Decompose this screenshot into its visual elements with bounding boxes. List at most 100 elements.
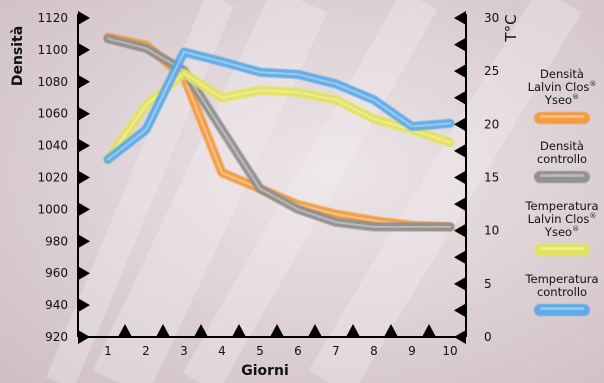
x-tick-marker xyxy=(270,324,284,337)
legend-swatch-highlight-2 xyxy=(540,174,584,177)
x-tick-marker xyxy=(346,324,360,337)
series-2-point-8 xyxy=(373,225,376,228)
series-4-point-3 xyxy=(183,51,186,54)
x-tick-label: 7 xyxy=(332,344,340,358)
x-tick-label: 4 xyxy=(218,344,226,358)
series-3-point-3 xyxy=(183,72,186,75)
series-4-point-9 xyxy=(411,125,414,128)
y-right-tick-marker xyxy=(454,117,466,132)
x-tick-label: 9 xyxy=(408,344,416,358)
legend-swatch-4 xyxy=(534,304,590,316)
legend-label-3: Lalvin Clos® xyxy=(528,212,597,226)
series-3-point-8 xyxy=(373,118,376,121)
tick-labels: 9209409609801000102010401060108011001120… xyxy=(37,11,499,358)
y-right-minor-marker xyxy=(454,303,466,318)
series-4-point-7 xyxy=(335,82,338,85)
series-3-point-2 xyxy=(145,104,148,107)
y-right-minor-marker xyxy=(454,37,466,52)
legend-label-4: controllo xyxy=(537,285,587,299)
y-left-tick-label: 1120 xyxy=(37,11,68,25)
y-right-minor-marker xyxy=(454,143,466,158)
y-left-tick-label: 960 xyxy=(45,266,68,280)
series-2-point-2 xyxy=(145,47,148,50)
y-left-tick-marker xyxy=(78,170,90,185)
series-4-point-8 xyxy=(373,98,376,101)
background-texture xyxy=(46,0,582,383)
series-3-point-6 xyxy=(297,91,300,94)
y-left-tick-marker xyxy=(78,266,90,281)
series-2-point-4 xyxy=(221,128,224,131)
y-right-tick-label: 5 xyxy=(484,277,492,291)
legend-label-1: Densità xyxy=(540,67,584,81)
x-tick-marker xyxy=(422,324,436,337)
legend-label-2: Densità xyxy=(540,139,584,153)
series-3-point-5 xyxy=(259,89,262,92)
y-right-minor-marker xyxy=(454,197,466,212)
y-left-tick-marker xyxy=(78,42,90,57)
series-4-point-2 xyxy=(145,128,148,131)
texture-streak xyxy=(46,0,234,383)
legend-swatch-2 xyxy=(534,171,590,183)
x-tick-marker xyxy=(156,324,170,337)
x-tick-label: 6 xyxy=(294,344,302,358)
series-1-point-4 xyxy=(221,171,224,174)
x-tick-label: 8 xyxy=(370,344,378,358)
y-left-tick-label: 1060 xyxy=(37,107,68,121)
legend-label-1: Lalvin Clos® xyxy=(528,80,597,94)
series-lines xyxy=(103,32,455,232)
y-left-tick-label: 980 xyxy=(45,234,68,248)
y-right-tick-label: 25 xyxy=(484,64,499,78)
texture-streak xyxy=(182,0,438,383)
x-tick-marker xyxy=(232,324,246,337)
x-tick-marker xyxy=(308,324,322,337)
y-left-tick-label: 1020 xyxy=(37,171,68,185)
y-left-tick-label: 1000 xyxy=(37,202,68,216)
series-2-point-10 xyxy=(449,225,452,228)
y-left-tick-marker xyxy=(78,234,90,249)
series-2-point-9 xyxy=(411,225,414,228)
legend-label-3: Temperatura xyxy=(524,199,598,213)
y-axis-title-left: Densità xyxy=(10,26,26,86)
y-left-tick-label: 1040 xyxy=(37,139,68,153)
y-left-tick-marker xyxy=(78,330,90,344)
series-3-point-7 xyxy=(335,98,338,101)
series-line-highlight-4 xyxy=(107,51,451,161)
legend-swatch-highlight-1 xyxy=(540,115,584,118)
x-tick-label: 5 xyxy=(256,344,264,358)
series-1-point-8 xyxy=(373,219,376,222)
series-4-point-1 xyxy=(107,158,110,161)
y-right-minor-marker xyxy=(454,250,466,265)
series-line-2 xyxy=(103,34,455,232)
y-right-tick-marker xyxy=(454,64,466,79)
y-left-tick-marker xyxy=(78,298,90,313)
texture-streak xyxy=(308,0,582,383)
legend-label-1: Yseo® xyxy=(544,93,579,107)
x-tick-marker xyxy=(118,324,132,337)
y-right-tick-marker xyxy=(454,223,466,238)
y-right-tick-label: 10 xyxy=(484,224,499,238)
x-axis-title: Giorni xyxy=(241,363,289,379)
y-right-tick-marker xyxy=(454,11,466,25)
legend-swatch-1 xyxy=(534,112,590,124)
y-left-tick-marker xyxy=(78,11,90,25)
x-tick-label: 2 xyxy=(142,344,150,358)
y-axis-title-right: T°C xyxy=(502,14,520,42)
y-left-tick-label: 920 xyxy=(45,330,68,344)
series-2-point-1 xyxy=(107,37,110,40)
axes xyxy=(77,11,467,344)
y-right-tick-marker xyxy=(454,330,466,344)
series-3-point-10 xyxy=(449,141,452,144)
series-4-point-4 xyxy=(221,60,224,63)
x-tick-label: 1 xyxy=(104,344,112,358)
legend-label-3: Yseo® xyxy=(544,225,579,239)
y-right-tick-label: 30 xyxy=(484,11,499,25)
x-tick-marker xyxy=(194,324,208,337)
y-right-minor-marker xyxy=(454,90,466,105)
series-1-point-7 xyxy=(335,213,338,216)
y-left-tick-label: 940 xyxy=(45,298,68,312)
series-2-point-7 xyxy=(335,221,338,224)
y-right-tick-marker xyxy=(454,170,466,185)
